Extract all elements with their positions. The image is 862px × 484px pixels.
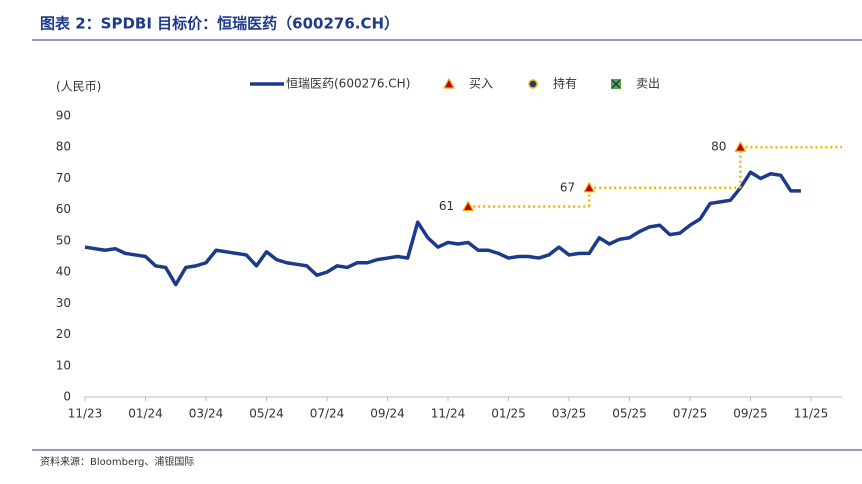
x-tick-label: 05/25: [612, 407, 647, 421]
x-tick-label: 09/25: [733, 407, 768, 421]
chart-title: 图表 2：SPDBI 目标价：恒瑞医药（600276.CH）: [40, 15, 399, 33]
x-tick-label: 11/24: [431, 407, 466, 421]
y-tick-label: 90: [56, 109, 71, 123]
legend-label: 恒瑞医药(600276.CH): [286, 77, 410, 91]
data-label: 67: [560, 180, 575, 194]
x-tick-label: 07/24: [310, 407, 345, 421]
y-tick-label: 0: [63, 390, 71, 404]
x-tick-label: 09/24: [370, 407, 405, 421]
x-tick-label: 07/25: [673, 407, 708, 421]
legend-swatch: [442, 77, 456, 89]
y-tick-label: 80: [56, 140, 71, 154]
legend-label: 买入: [469, 77, 493, 91]
data-label: 61: [439, 199, 454, 213]
x-tick-label: 01/24: [128, 407, 163, 421]
legend-swatch: [528, 79, 538, 89]
y-tick-label: 60: [56, 202, 71, 216]
x-tick-label: 05/24: [249, 407, 284, 421]
y-tick-label: 40: [56, 265, 71, 279]
price-line: [84, 170, 801, 287]
rating-marker: [734, 140, 747, 152]
y-tick-label: 20: [56, 327, 71, 341]
y-axis-label: (人民币): [56, 80, 101, 94]
rating-marker: [583, 181, 596, 193]
rating-marker: [462, 200, 475, 212]
y-tick-label: 70: [56, 171, 71, 185]
x-tick-label: 01/25: [491, 407, 526, 421]
y-tick-label: 10: [56, 358, 71, 372]
x-tick-label: 11/25: [794, 407, 829, 421]
x-tick-label: 11/23: [68, 407, 103, 421]
data-label: 80: [711, 140, 726, 154]
source: 资料来源：Bloomberg、浦银国际: [40, 455, 194, 468]
legend-label: 持有: [553, 76, 577, 91]
y-tick-label: 30: [56, 296, 71, 310]
x-tick-label: 03/24: [189, 407, 224, 421]
legend-label: 卖出: [636, 77, 660, 91]
marker-cross: [611, 79, 621, 89]
x-tick-label: 03/25: [552, 407, 587, 421]
y-tick-label: 50: [56, 233, 71, 247]
